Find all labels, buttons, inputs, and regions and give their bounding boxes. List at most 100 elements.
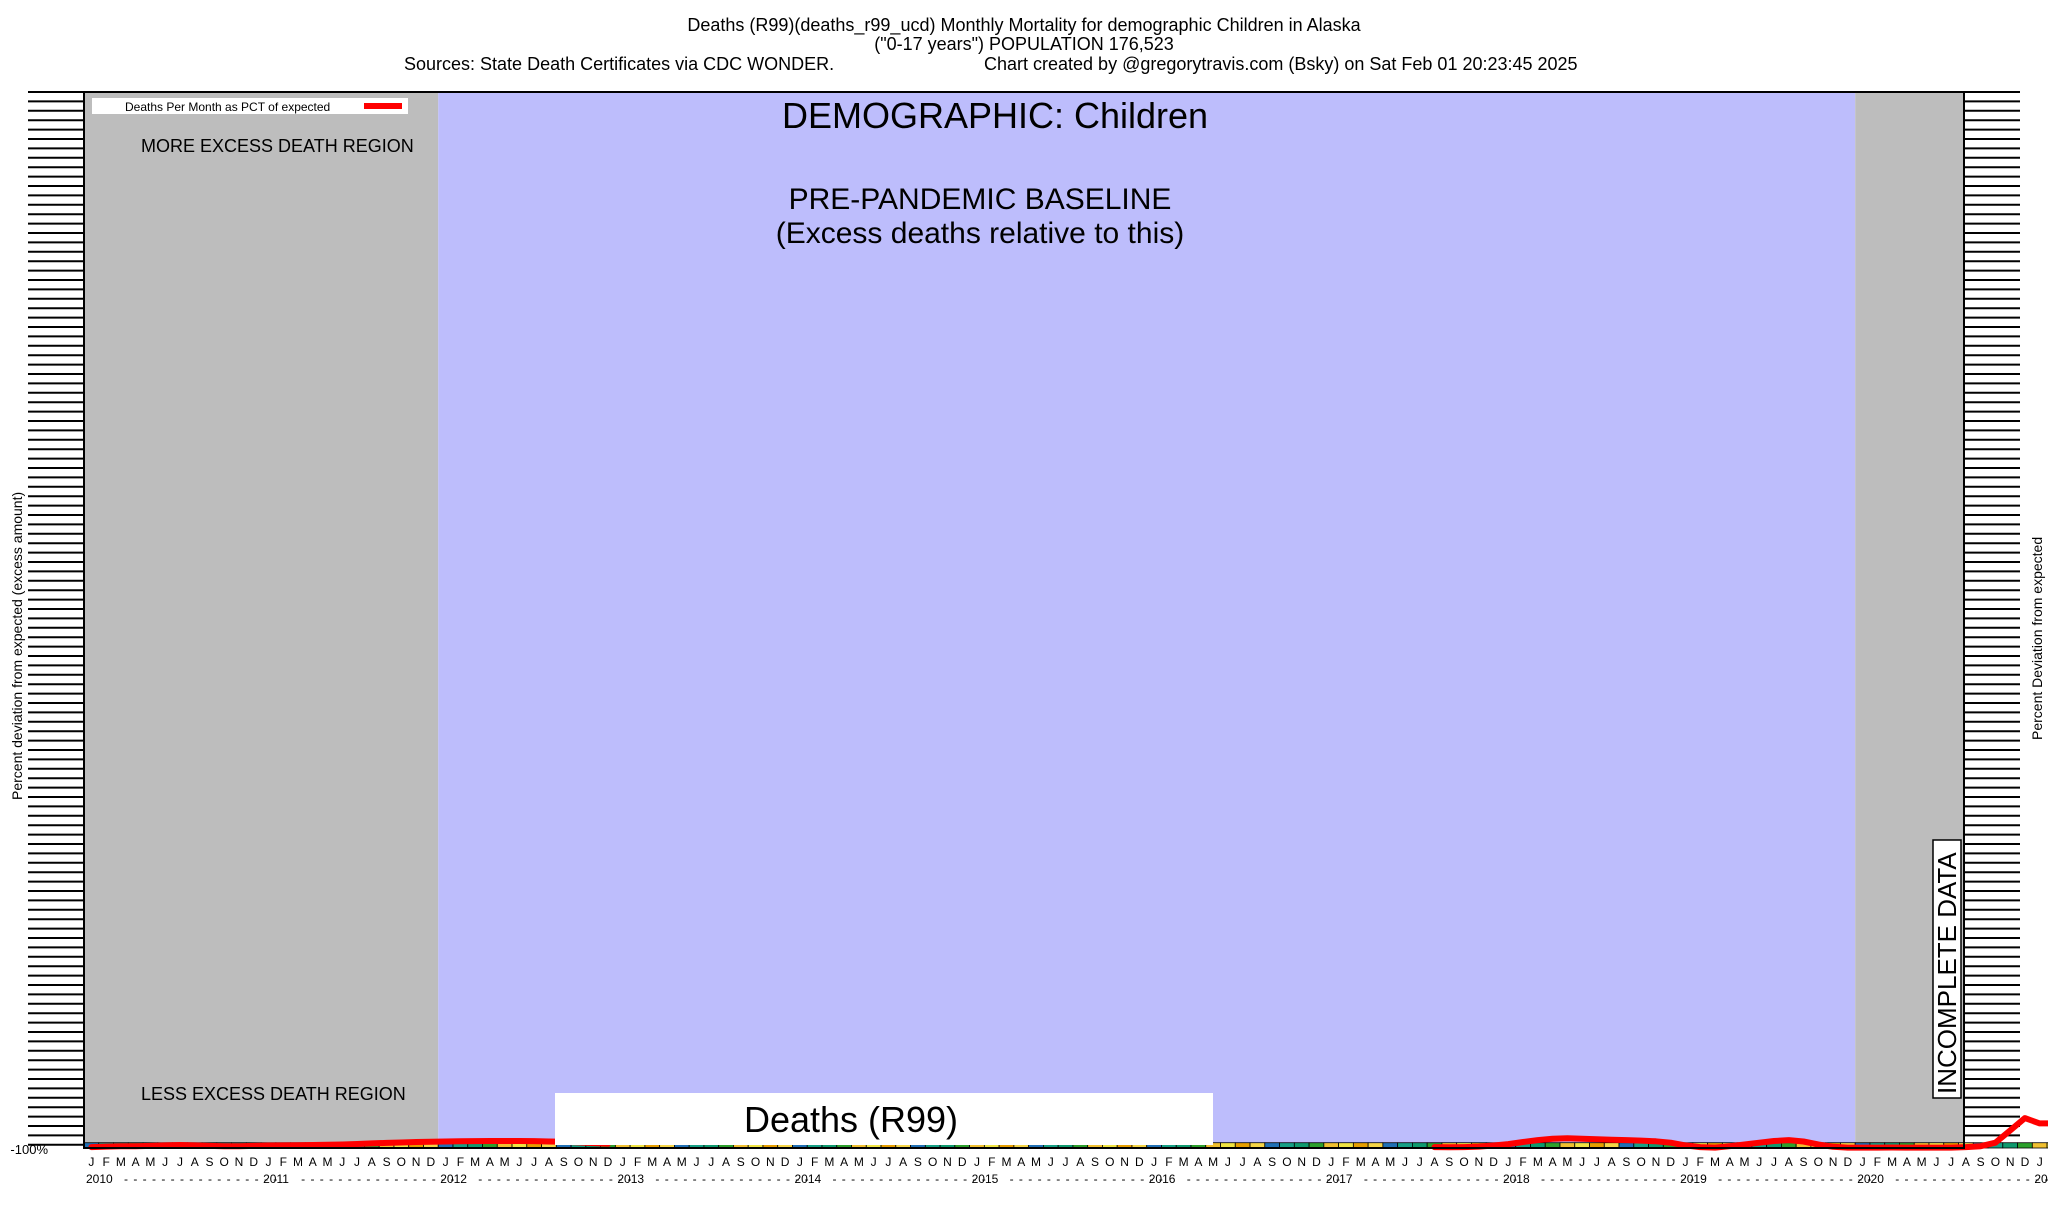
x-tick-label-month: D xyxy=(249,1155,258,1169)
y-tick-label-bottom: -100% xyxy=(10,1142,48,1157)
x-tick-label-month: M xyxy=(1562,1155,1572,1169)
x-tick-label-month: J xyxy=(1594,1155,1600,1169)
x-tick-label-month: J xyxy=(1402,1155,1408,1169)
x-axis-dashes: - - - - - - - - - - - - - - - - - xyxy=(1718,1172,1872,1186)
x-tick-label-month: A xyxy=(1017,1155,1025,1169)
x-tick-label-month: J xyxy=(1417,1155,1423,1169)
x-tick-label-month: M xyxy=(824,1155,834,1169)
x-tick-label-month: M xyxy=(1917,1155,1927,1169)
x-tick-label-month: A xyxy=(899,1155,907,1169)
legend-label: Deaths Per Month as PCT of expected xyxy=(125,100,330,114)
baseline-label-line1: PRE-PANDEMIC BASELINE xyxy=(789,183,1172,216)
x-tick-label-month: J xyxy=(620,1155,626,1169)
cause-label: Deaths (R99) xyxy=(744,1099,958,1140)
x-tick-label-month: O xyxy=(928,1155,937,1169)
chart-title: Deaths (R99)(deaths_r99_ucd) Monthly Mor… xyxy=(687,15,1361,36)
x-tick-label-month: A xyxy=(1608,1155,1616,1169)
baseline-label-line2: (Excess deaths relative to this) xyxy=(776,217,1185,250)
baseline-region xyxy=(438,92,1856,1148)
x-tick-label-month: J xyxy=(974,1155,980,1169)
x-tick-label-month: O xyxy=(1637,1155,1646,1169)
x-tick-label-month: A xyxy=(1371,1155,1379,1169)
x-tick-label-month: A xyxy=(1785,1155,1793,1169)
x-tick-label-month: A xyxy=(663,1155,671,1169)
x-tick-label-month: J xyxy=(1328,1155,1334,1169)
x-tick-label-month: A xyxy=(1076,1155,1084,1169)
x-axis-dashes: - - - - - - - - - - - - - - - - - xyxy=(1895,1172,2048,1186)
x-tick-label-month: M xyxy=(116,1155,126,1169)
x-tick-label-month: M xyxy=(647,1155,657,1169)
x-tick-label-month: A xyxy=(132,1155,140,1169)
x-tick-label-year: 2010 xyxy=(86,1172,113,1186)
x-tick-label-month: M xyxy=(293,1155,303,1169)
bar-month xyxy=(2002,1142,2018,1149)
x-tick-label-month: D xyxy=(1135,1155,1144,1169)
x-tick-label-month: J xyxy=(1682,1155,1688,1169)
x-tick-label-month: O xyxy=(574,1155,583,1169)
legend: Deaths Per Month as PCT of expected xyxy=(92,98,408,114)
x-tick-label-month: N xyxy=(1474,1155,1483,1169)
x-tick-label-month: O xyxy=(397,1155,406,1169)
x-tick-label-month: N xyxy=(943,1155,952,1169)
x-tick-label-month: F xyxy=(988,1155,995,1169)
incomplete-data-label: INCOMPLETE DATA xyxy=(1932,852,1962,1094)
x-tick-label-month: J xyxy=(443,1155,449,1169)
x-axis-dashes: - - - - - - - - - - - - - - - - - xyxy=(478,1172,632,1186)
x-tick-label-month: A xyxy=(722,1155,730,1169)
x-tick-label-month: M xyxy=(1031,1155,1041,1169)
incomplete-data-box xyxy=(1932,839,1962,1099)
x-tick-label-month: J xyxy=(885,1155,891,1169)
x-tick-label-month: S xyxy=(1800,1155,1808,1169)
x-tick-label-month: F xyxy=(102,1155,109,1169)
x-tick-label-month: J xyxy=(88,1155,94,1169)
bar-month xyxy=(2031,1142,2048,1149)
x-tick-label-month: S xyxy=(914,1155,922,1169)
x-tick-label-month: J xyxy=(1048,1155,1054,1169)
x-tick-label-month: S xyxy=(1268,1155,1276,1169)
x-tick-label-month: J xyxy=(1756,1155,1762,1169)
x-tick-label-month: J xyxy=(339,1155,345,1169)
y-tick-marks xyxy=(28,91,2020,1146)
x-tick-label-month: A xyxy=(840,1155,848,1169)
x-tick-label-month: A xyxy=(1431,1155,1439,1169)
x-tick-label-month: A xyxy=(1726,1155,1734,1169)
x-tick-label-month: J xyxy=(531,1155,537,1169)
x-tick-label-year: 2011 xyxy=(263,1172,289,1186)
chart-credit: Chart created by @gregorytravis.com (Bsk… xyxy=(984,54,1578,74)
x-tick-label-month: J xyxy=(694,1155,700,1169)
x-axis-dashes: - - - - - - - - - - - - - - - - - xyxy=(1364,1172,1518,1186)
x-tick-label-month: M xyxy=(145,1155,155,1169)
x-tick-label-month: F xyxy=(1697,1155,1704,1169)
x-tick-label-year: 2021 xyxy=(2034,1172,2048,1186)
x-tick-label-month: J xyxy=(1948,1155,1954,1169)
x-tick-label-year: 2019 xyxy=(1680,1172,1707,1186)
x-axis-dashes: - - - - - - - - - - - - - - - - - xyxy=(1541,1172,1695,1186)
x-tick-label-month: S xyxy=(1977,1155,1985,1169)
x-tick-label-month: F xyxy=(634,1155,641,1169)
x-tick-label-month: A xyxy=(1549,1155,1557,1169)
x-tick-label-month: A xyxy=(191,1155,199,1169)
x-tick-label-month: J xyxy=(797,1155,803,1169)
x-tick-label-month: M xyxy=(1179,1155,1189,1169)
x-tick-label-month: F xyxy=(811,1155,818,1169)
x-tick-label-month: A xyxy=(486,1155,494,1169)
x-tick-label-month: M xyxy=(1356,1155,1366,1169)
x-tick-label-month: J xyxy=(2037,1155,2043,1169)
x-tick-label-month: J xyxy=(1860,1155,1866,1169)
y-axis-label-right: Percent Deviation from expected xyxy=(2029,537,2045,740)
x-tick-label-month: A xyxy=(1253,1155,1261,1169)
x-tick-label-year: 2020 xyxy=(1857,1172,1884,1186)
background-regions xyxy=(84,92,1964,1148)
x-tick-label-month: S xyxy=(1091,1155,1099,1169)
x-tick-label-month: J xyxy=(1579,1155,1585,1169)
x-axis-dashes: - - - - - - - - - - - - - - - - - xyxy=(1187,1172,1341,1186)
x-tick-label-month: N xyxy=(1120,1155,1129,1169)
x-tick-label-month: S xyxy=(205,1155,213,1169)
x-tick-label-month: F xyxy=(280,1155,287,1169)
x-tick-label-month: D xyxy=(781,1155,790,1169)
x-tick-label-month: S xyxy=(737,1155,745,1169)
x-tick-label-month: J xyxy=(1225,1155,1231,1169)
x-tick-label-month: D xyxy=(2021,1155,2030,1169)
x-tick-label-year: 2017 xyxy=(1326,1172,1353,1186)
